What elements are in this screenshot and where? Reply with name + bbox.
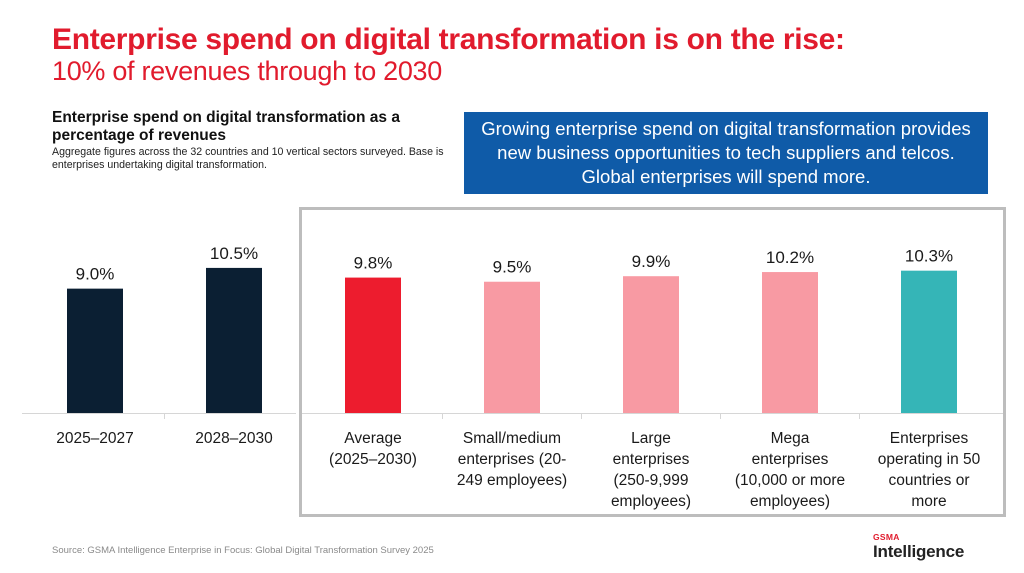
data-label-0: 9.0% <box>76 265 115 284</box>
logo-intelligence: Intelligence <box>873 542 965 561</box>
chart-heading: Enterprise spend on digital transformati… <box>52 109 400 144</box>
highlight-frame <box>299 207 1006 517</box>
category-label-1: 2028–2030 <box>195 430 273 447</box>
chart-subtitle: Enterprise spend on digital transformati… <box>52 109 452 172</box>
bar-0 <box>67 288 123 413</box>
bar-4 <box>623 276 679 413</box>
callout-box: Growing enterprise spend on digital tran… <box>464 112 988 194</box>
data-label-4: 9.9% <box>632 252 671 271</box>
category-label-2: Average (2025–2030) <box>329 430 417 468</box>
chart-description: Aggregate figures across the 32 countrie… <box>52 146 444 171</box>
bar-1 <box>206 267 262 413</box>
bar-6 <box>901 270 957 413</box>
bar-3 <box>484 281 540 413</box>
data-label-5: 10.2% <box>766 248 814 267</box>
slide-title: Enterprise spend on digital transformati… <box>52 23 845 87</box>
bar-5 <box>762 272 818 413</box>
title-line-2: 10% of revenues through to 2030 <box>52 56 442 86</box>
data-label-1: 10.5% <box>210 244 258 263</box>
data-label-6: 10.3% <box>905 247 953 266</box>
data-label-2: 9.8% <box>354 254 393 273</box>
callout-text: Growing enterprise spend on digital tran… <box>481 118 971 187</box>
category-label-0: 2025–2027 <box>56 430 134 447</box>
category-label-6: Enterprises operating in 50 countries or mo… <box>878 430 981 510</box>
category-label-4: Large enterprises (250-9,999 employees) <box>611 430 691 510</box>
category-label-5: Mega enterprises (10,000 or more employees) <box>735 430 845 510</box>
logo-gsma: GSMA <box>873 532 900 542</box>
category-label-3: Small/medium enterprises (20-249 employee… <box>457 430 567 489</box>
bar-2 <box>345 277 401 413</box>
data-label-3: 9.5% <box>493 258 532 277</box>
gsma-intelligence-logo: GSMA Intelligence <box>873 532 965 562</box>
title-line-1: Enterprise spend on digital transformati… <box>52 23 845 56</box>
source-note: Source: GSMA Intelligence Enterprise in … <box>52 545 434 556</box>
